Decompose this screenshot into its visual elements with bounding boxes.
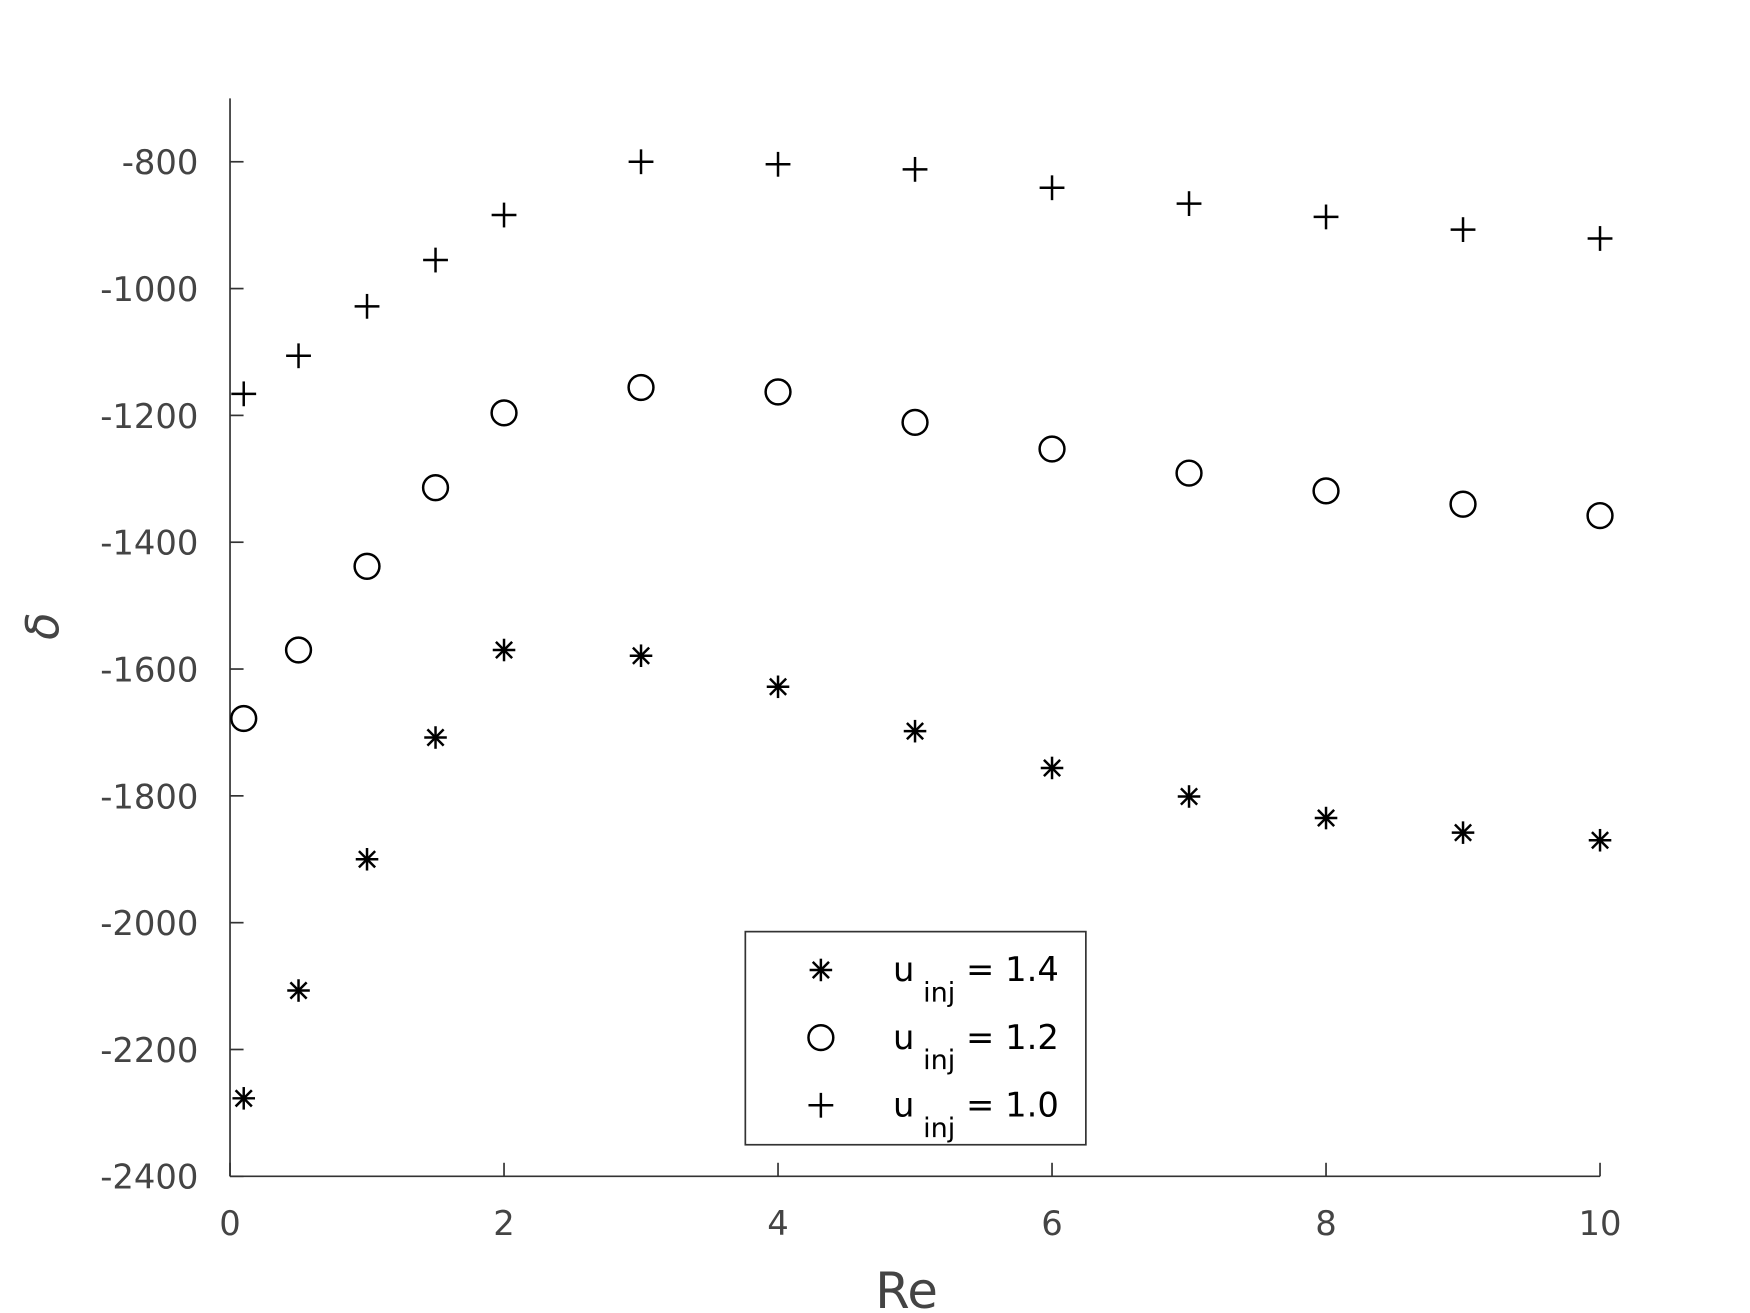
- marker-circle: [353, 552, 381, 580]
- marker-circle: [901, 408, 929, 437]
- x-tick-label: 4: [767, 1204, 789, 1243]
- marker-circle: [1038, 435, 1066, 463]
- marker-plus: [628, 149, 654, 175]
- marker-plus: [354, 293, 380, 319]
- marker-plus: [1039, 175, 1065, 201]
- marker-star: [1451, 821, 1475, 844]
- marker-circle: [764, 378, 792, 406]
- marker-circle: [353, 552, 381, 580]
- marker-plus: [286, 343, 311, 369]
- x-axis-label: Re: [875, 1262, 938, 1313]
- marker-stroke: [1043, 758, 1062, 777]
- y-tick-label: -1200: [100, 397, 198, 436]
- marker-circle: [230, 704, 258, 733]
- y-tick-label: -2200: [100, 1031, 198, 1070]
- marker-plus: [1587, 226, 1613, 251]
- y-tick-label: -800: [122, 143, 199, 182]
- marker-star: [355, 847, 379, 871]
- marker-stroke: [1317, 809, 1336, 828]
- marker-plus: [808, 1092, 834, 1118]
- marker-circle: [901, 408, 929, 437]
- marker-star: [1177, 785, 1201, 808]
- marker-star: [809, 958, 833, 982]
- marker-star: [766, 675, 790, 699]
- marker-circle: [807, 1023, 835, 1052]
- y-axis-label: δ: [17, 612, 70, 640]
- marker-circle: [627, 373, 655, 402]
- marker-star: [424, 726, 447, 749]
- marker-circle: [284, 636, 313, 664]
- marker-star: [1040, 756, 1064, 780]
- x-tick-label: 0: [219, 1204, 241, 1243]
- x-tick-label: 2: [493, 1204, 515, 1243]
- marker-plus: [231, 381, 257, 407]
- x-tick-label: 8: [1315, 1204, 1337, 1243]
- y-tick-label: -1400: [100, 524, 198, 563]
- marker-plus: [765, 151, 791, 177]
- marker-circle: [490, 399, 518, 427]
- marker-plus: [491, 202, 517, 228]
- y-tick-label: -2400: [100, 1158, 198, 1197]
- marker-plus: [1176, 191, 1202, 217]
- marker-circle: [764, 378, 792, 406]
- marker-plus: [423, 247, 448, 273]
- marker-circle: [1038, 435, 1066, 463]
- marker-star: [287, 979, 310, 1002]
- y-tick-label: -1000: [100, 270, 198, 309]
- marker-circle: [1586, 501, 1614, 530]
- marker-star: [1314, 806, 1338, 830]
- marker-stroke: [906, 722, 925, 741]
- marker-plus: [1313, 204, 1339, 230]
- marker-stroke: [1180, 787, 1199, 806]
- marker-stroke: [632, 646, 651, 665]
- marker-star: [232, 1087, 256, 1110]
- legend-label: u inj = 1.4: [893, 950, 1059, 1008]
- y-tick-label: -2000: [100, 904, 198, 943]
- marker-star: [1588, 828, 1612, 852]
- marker-circle: [490, 399, 518, 427]
- marker-circle: [1175, 459, 1203, 487]
- marker-circle: [1449, 490, 1477, 518]
- y-tick-label: -1800: [100, 777, 198, 816]
- marker-stroke: [358, 850, 377, 869]
- legend-box: [744, 930, 1087, 1146]
- marker-stroke: [426, 728, 445, 747]
- marker-circle: [421, 474, 450, 502]
- x-tick-label: 10: [1579, 1204, 1622, 1243]
- marker-circle: [1312, 477, 1340, 505]
- marker-stroke: [1591, 831, 1610, 850]
- x-tick-label: 6: [1041, 1204, 1063, 1243]
- marker-circle: [1449, 490, 1477, 518]
- marker-stroke: [811, 960, 830, 979]
- marker-star: [903, 719, 927, 743]
- marker-circle: [1312, 477, 1340, 505]
- marker-circle: [284, 636, 313, 664]
- marker-stroke: [769, 677, 788, 696]
- marker-plus: [902, 156, 928, 182]
- marker-circle: [421, 474, 450, 502]
- legend-label: u inj = 1.2: [893, 1018, 1059, 1076]
- marker-circle: [1175, 459, 1203, 487]
- marker-circle: [230, 704, 258, 733]
- y-tick-label: -1600: [100, 650, 198, 689]
- marker-stroke: [234, 1089, 253, 1108]
- marker-stroke: [289, 981, 308, 1000]
- marker-circle: [807, 1023, 835, 1052]
- legend-label: u inj = 1.0: [893, 1086, 1059, 1144]
- marker-plus: [1450, 217, 1476, 243]
- marker-circle: [1586, 501, 1614, 530]
- marker-star: [629, 644, 653, 667]
- marker-stroke: [495, 641, 514, 660]
- marker-stroke: [1454, 823, 1473, 842]
- marker-star: [492, 638, 516, 662]
- marker-circle: [627, 373, 655, 402]
